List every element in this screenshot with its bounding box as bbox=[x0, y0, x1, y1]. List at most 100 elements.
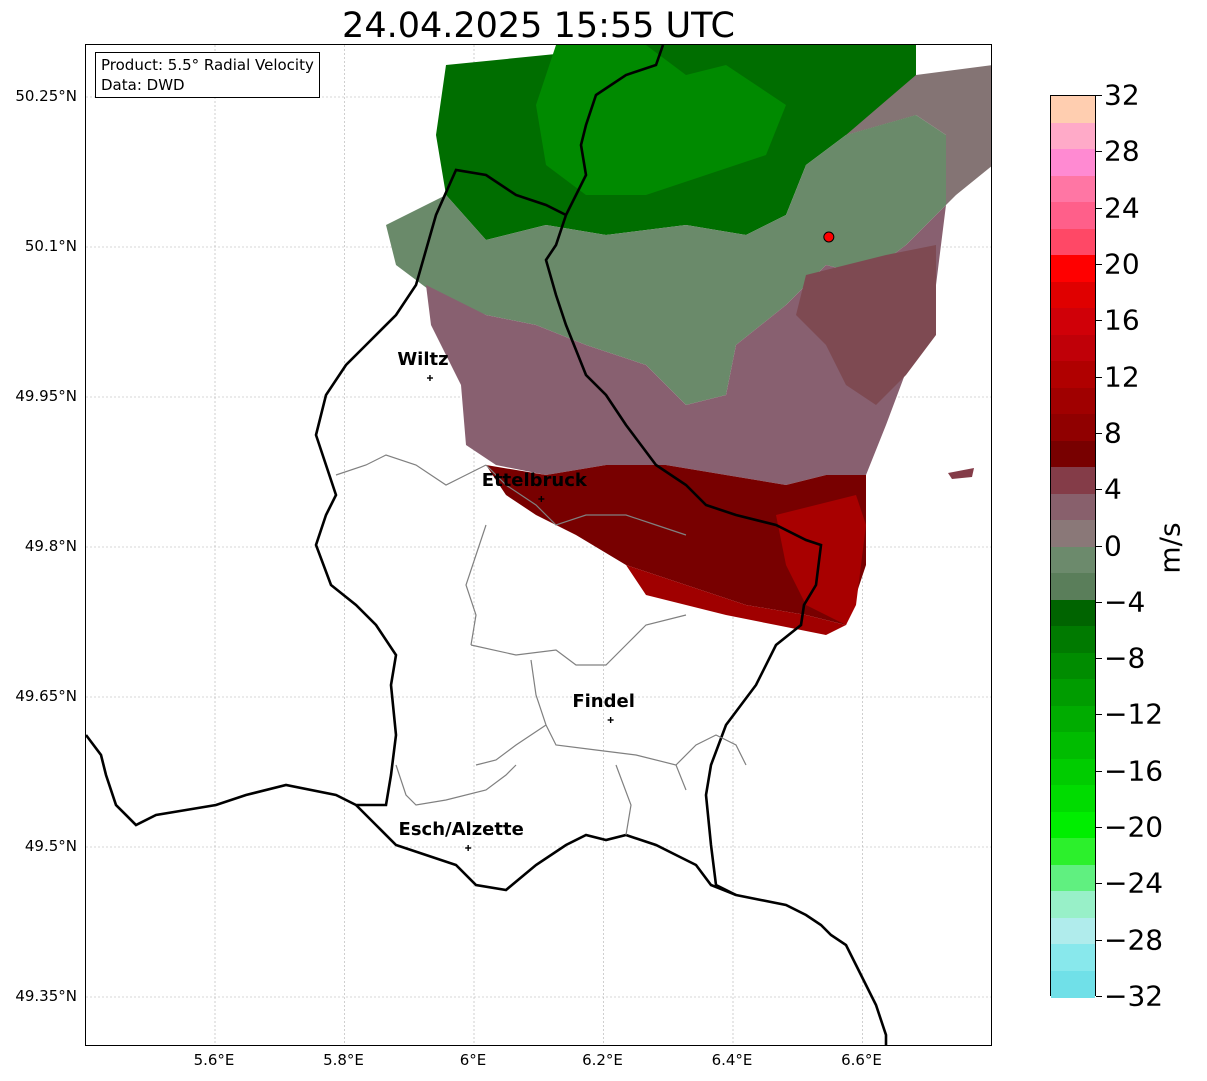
colorbar-segment bbox=[1051, 811, 1095, 839]
colorbar-tickmark bbox=[1096, 658, 1102, 660]
colorbar-tickmark bbox=[1096, 770, 1102, 772]
colorbar-segment bbox=[1051, 626, 1095, 654]
colorbar-tickmark bbox=[1096, 827, 1102, 829]
radar-echo-red bbox=[626, 565, 846, 635]
colorbar-segment bbox=[1051, 175, 1095, 203]
colorbar-segment bbox=[1051, 255, 1095, 283]
colorbar-segment bbox=[1051, 122, 1095, 150]
colorbar-segment bbox=[1051, 228, 1095, 256]
map-panel bbox=[85, 44, 992, 1046]
colorbar-segment bbox=[1051, 493, 1095, 521]
longitude-tick-label: 5.8°E bbox=[323, 1051, 364, 1069]
colorbar-segment bbox=[1051, 149, 1095, 177]
colorbar-segment bbox=[1051, 361, 1095, 389]
city-label: Findel bbox=[572, 691, 635, 712]
colorbar-tick-label: −16 bbox=[1104, 754, 1164, 788]
radar-site-marker bbox=[823, 231, 835, 243]
colorbar-tick-label: −28 bbox=[1104, 923, 1164, 957]
colorbar-segment bbox=[1051, 202, 1095, 230]
data-source-label: Data: DWD bbox=[101, 76, 185, 94]
luxembourg-france-border bbox=[355, 804, 888, 1045]
longitude-tick-label: 5.6°E bbox=[193, 1051, 235, 1069]
product-info-box: Product: 5.5° Radial Velocity Data: DWD bbox=[95, 52, 320, 98]
colorbar-segment bbox=[1051, 970, 1095, 998]
colorbar-tickmark bbox=[1096, 320, 1102, 322]
colorbar-tick-label: 8 bbox=[1104, 416, 1122, 450]
longitude-tick-label: 6°E bbox=[459, 1051, 487, 1069]
colorbar-segment bbox=[1051, 520, 1095, 548]
colorbar-segment bbox=[1051, 334, 1095, 362]
colorbar-tick-label: 12 bbox=[1104, 360, 1140, 394]
longitude-tick-label: 6.6°E bbox=[841, 1051, 882, 1069]
radar-echo-dark-mauve bbox=[796, 245, 936, 405]
colorbar-segment bbox=[1051, 599, 1095, 627]
colorbar-segment bbox=[1051, 838, 1095, 866]
colorbar-segment bbox=[1051, 546, 1095, 574]
city-label: Esch/Alzette bbox=[398, 819, 524, 840]
colorbar-unit-label: m/s bbox=[1153, 522, 1187, 574]
colorbar-tick-label: −20 bbox=[1104, 810, 1164, 844]
colorbar-tickmark bbox=[1096, 151, 1102, 153]
latitude-tick-label: 49.8°N bbox=[24, 537, 77, 555]
colorbar-tickmark bbox=[1096, 207, 1102, 209]
colorbar-tick-label: 20 bbox=[1104, 247, 1140, 281]
colorbar-tickmark bbox=[1096, 376, 1102, 378]
colorbar-tickmark bbox=[1096, 263, 1102, 265]
colorbar-tick-label: 0 bbox=[1104, 529, 1122, 562]
colorbar-segment bbox=[1051, 732, 1095, 760]
radar-echo-gray-green bbox=[386, 115, 946, 405]
city-markers bbox=[426, 375, 614, 851]
colorbar-segment bbox=[1051, 308, 1095, 336]
colorbar-segment bbox=[1051, 864, 1095, 892]
colorbar-segment bbox=[1051, 467, 1095, 495]
colorbar-tick-label: −4 bbox=[1104, 585, 1146, 619]
colorbar-segment bbox=[1051, 705, 1095, 733]
colorbar-tickmark bbox=[1096, 489, 1102, 491]
radar-echo-small-patch bbox=[948, 468, 974, 479]
velocity-colorbar bbox=[1050, 95, 1096, 998]
colorbar-tickmark bbox=[1096, 996, 1102, 997]
radar-echo-dark-red bbox=[486, 465, 866, 625]
country-borders bbox=[86, 45, 888, 1045]
colorbar-tick-label: −32 bbox=[1104, 979, 1164, 1013]
colorbar-tick-label: 28 bbox=[1104, 134, 1140, 168]
colorbar-tickmark bbox=[1096, 939, 1102, 941]
colorbar-tick-label: 16 bbox=[1104, 303, 1140, 337]
colorbar-segment bbox=[1051, 758, 1095, 786]
colorbar-tick-label: 32 bbox=[1104, 78, 1140, 112]
colorbar-segment bbox=[1051, 414, 1095, 442]
colorbar-tick-label: 24 bbox=[1104, 191, 1140, 225]
colorbar-tickmark bbox=[1096, 714, 1102, 716]
colorbar-segment bbox=[1051, 387, 1095, 415]
colorbar-segment bbox=[1051, 944, 1095, 972]
longitude-tick-label: 6.4°E bbox=[711, 1051, 753, 1069]
colorbar-segment bbox=[1051, 679, 1095, 707]
colorbar-tick-label: −8 bbox=[1104, 641, 1146, 675]
colorbar-segment bbox=[1051, 891, 1095, 919]
colorbar-tickmark bbox=[1096, 883, 1102, 885]
colorbar-segment bbox=[1051, 281, 1095, 309]
colorbar-tickmark bbox=[1096, 545, 1102, 547]
colorbar-tickmark bbox=[1096, 601, 1102, 603]
latitude-tick-label: 49.95°N bbox=[15, 387, 77, 405]
radar-echo-green bbox=[536, 45, 786, 195]
city-label: Ettelbruck bbox=[481, 470, 587, 491]
colorbar-segment bbox=[1051, 917, 1095, 945]
product-label: Product: 5.5° Radial Velocity bbox=[101, 56, 314, 74]
colorbar-tick-label: 4 bbox=[1104, 472, 1122, 506]
colorbar-tickmark bbox=[1096, 432, 1102, 434]
longitude-tick-label: 6.2°E bbox=[582, 1051, 623, 1069]
latitude-tick-label: 50.1°N bbox=[24, 237, 77, 255]
latitude-tick-label: 49.5°N bbox=[24, 837, 77, 855]
radar-map bbox=[86, 45, 991, 1045]
colorbar-segment bbox=[1051, 573, 1095, 601]
latitude-tick-label: 49.35°N bbox=[15, 987, 77, 1005]
colorbar-segment bbox=[1051, 785, 1095, 813]
colorbar-tickmark bbox=[1096, 95, 1102, 96]
colorbar-tick-label: −24 bbox=[1104, 866, 1164, 900]
map-title: 24.04.2025 15:55 UTC bbox=[342, 6, 735, 46]
radar-velocity-layer bbox=[386, 45, 991, 635]
colorbar-segment bbox=[1051, 96, 1095, 124]
luxembourg-belgium-border bbox=[86, 168, 567, 827]
latitude-tick-label: 49.65°N bbox=[15, 687, 77, 705]
